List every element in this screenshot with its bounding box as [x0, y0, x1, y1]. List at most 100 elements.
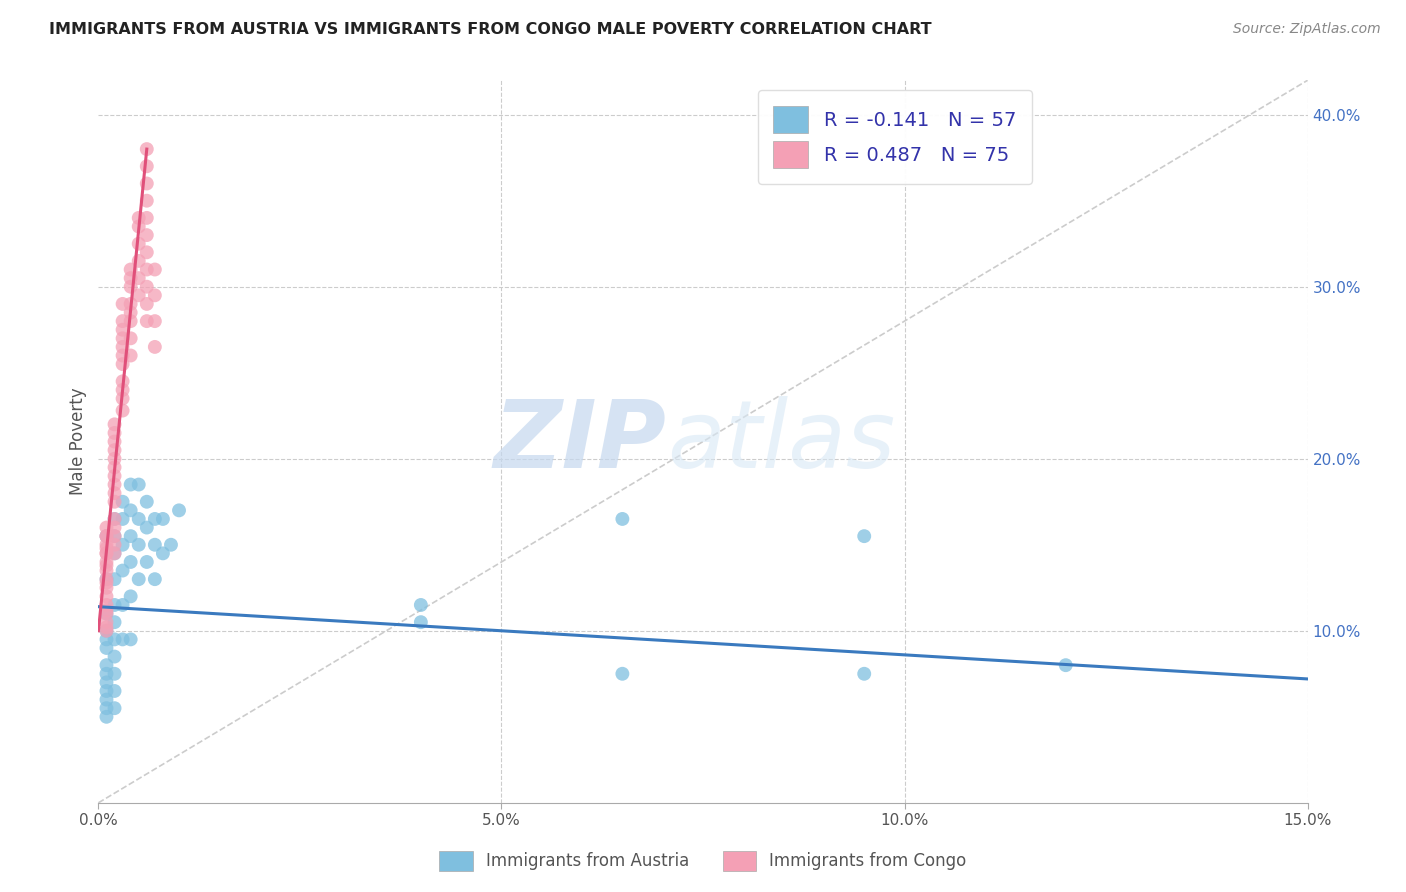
Point [96, 632, 118, 647]
Point [120, 632, 142, 647]
Point [103, 632, 125, 647]
Y-axis label: Male Poverty: Male Poverty [69, 388, 87, 495]
Point [111, 297, 134, 311]
Point [96, 675, 118, 690]
Point [143, 262, 166, 277]
Point [135, 555, 157, 569]
Point [96, 710, 118, 724]
Point [103, 615, 125, 630]
Point [128, 538, 150, 552]
Point [103, 460, 125, 475]
Point [111, 494, 134, 508]
Point [103, 572, 125, 586]
Point [143, 572, 166, 586]
Point [96, 520, 118, 534]
Point [143, 512, 166, 526]
Point [103, 546, 125, 560]
Point [103, 701, 125, 715]
Point [103, 666, 125, 681]
Point [103, 529, 125, 543]
Point [111, 403, 134, 417]
Point [96, 538, 118, 552]
Point [128, 271, 150, 285]
Point [96, 558, 118, 573]
Point [111, 598, 134, 612]
Point [96, 701, 118, 715]
Point [111, 392, 134, 406]
Point [96, 590, 118, 604]
Point [128, 253, 150, 268]
Point [96, 640, 118, 655]
Point [103, 649, 125, 664]
Point [120, 314, 142, 328]
Point [152, 512, 174, 526]
Legend: R = -0.141   N = 57, R = 0.487   N = 75: R = -0.141 N = 57, R = 0.487 N = 75 [758, 90, 1032, 184]
Point [111, 564, 134, 578]
Point [96, 607, 118, 621]
Point [103, 451, 125, 466]
Point [160, 538, 183, 552]
Point [111, 323, 134, 337]
Point [103, 469, 125, 483]
Point [135, 279, 157, 293]
Point [96, 615, 118, 630]
Point [135, 211, 157, 225]
Point [96, 624, 118, 638]
Point [103, 417, 125, 432]
Point [135, 194, 157, 208]
Point [143, 314, 166, 328]
Point [96, 692, 118, 706]
Point [143, 340, 166, 354]
Point [120, 503, 142, 517]
Point [120, 331, 142, 345]
Point [96, 603, 118, 617]
Point [111, 340, 134, 354]
Legend: Immigrants from Austria, Immigrants from Congo: Immigrants from Austria, Immigrants from… [432, 842, 974, 880]
Point [135, 228, 157, 243]
Point [135, 159, 157, 173]
Point [96, 572, 118, 586]
Point [96, 684, 118, 698]
Point [103, 684, 125, 698]
Point [111, 331, 134, 345]
Point [612, 666, 634, 681]
Point [111, 632, 134, 647]
Point [103, 512, 125, 526]
Text: IMMIGRANTS FROM AUSTRIA VS IMMIGRANTS FROM CONGO MALE POVERTY CORRELATION CHART: IMMIGRANTS FROM AUSTRIA VS IMMIGRANTS FR… [49, 22, 932, 37]
Point [135, 314, 157, 328]
Point [612, 512, 634, 526]
Point [103, 598, 125, 612]
Point [96, 555, 118, 569]
Point [120, 477, 142, 491]
Point [409, 615, 432, 630]
Point [103, 477, 125, 491]
Point [103, 529, 125, 543]
Point [111, 314, 134, 328]
Point [103, 538, 125, 552]
Point [128, 236, 150, 251]
Point [135, 520, 157, 534]
Point [135, 297, 157, 311]
Point [96, 624, 118, 638]
Point [96, 529, 118, 543]
Point [111, 349, 134, 363]
Point [853, 666, 876, 681]
Point [103, 512, 125, 526]
Point [103, 494, 125, 508]
Point [111, 512, 134, 526]
Point [103, 434, 125, 449]
Point [111, 357, 134, 371]
Point [120, 279, 142, 293]
Point [96, 581, 118, 595]
Point [96, 564, 118, 578]
Text: Source: ZipAtlas.com: Source: ZipAtlas.com [1233, 22, 1381, 37]
Point [103, 486, 125, 500]
Point [409, 598, 432, 612]
Point [120, 555, 142, 569]
Point [96, 541, 118, 556]
Point [143, 538, 166, 552]
Point [103, 443, 125, 458]
Point [111, 538, 134, 552]
Point [96, 607, 118, 621]
Point [120, 529, 142, 543]
